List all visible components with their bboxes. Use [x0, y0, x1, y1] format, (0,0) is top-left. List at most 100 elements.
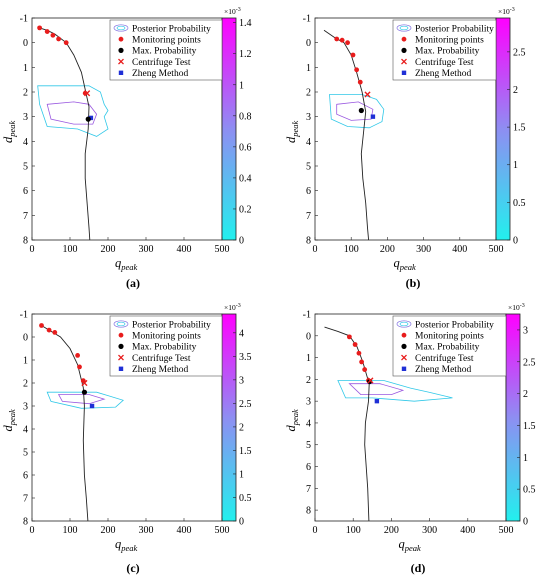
colorbar-exponent: -3: [236, 7, 241, 13]
legend: Posterior Probability Monitoring pointsMa…: [109, 19, 223, 81]
legend-label-maxprob: Max. Probability: [132, 343, 197, 353]
y-tick-label: 8: [23, 517, 28, 528]
monitoring-point: [354, 67, 360, 73]
monitoring-point: [339, 37, 345, 43]
legend-marker-zheng: [118, 366, 124, 371]
y-tick-label: 1: [23, 63, 28, 74]
y-tick-label: 0: [23, 38, 28, 49]
y-tick-label: -1: [303, 310, 311, 321]
x-tick-label: 0: [30, 244, 35, 255]
x-tick-label: 200: [380, 244, 395, 255]
x-tick-label: 100: [344, 244, 359, 255]
x-tick-label: 500: [215, 525, 230, 536]
legend-label-maxprob: Max. Probability: [132, 47, 197, 57]
y-tick-label: 4: [23, 137, 28, 148]
y-tick-label: 0: [306, 331, 311, 342]
monitoring-point: [63, 40, 69, 46]
monitoring-point: [44, 29, 50, 34]
y-tick-label: 4: [306, 418, 311, 429]
y-axis-label: dpeak: [284, 120, 300, 143]
colorbar-multiplier: ×10-3: [224, 7, 241, 16]
monitoring-point: [352, 342, 358, 347]
monitoring-point: [37, 25, 42, 31]
colorbar-tick-label: 2: [523, 389, 528, 400]
colorbar-exponent: -3: [236, 303, 241, 309]
x-tick-label: 500: [499, 525, 514, 536]
legend-marker-monitoring: [118, 36, 124, 42]
legend-label-zheng: Zheng Method: [132, 365, 188, 375]
x-tick-label: 500: [489, 244, 504, 255]
colorbar-tick-label: 0.5: [239, 493, 252, 504]
x-tick-label: 0: [30, 525, 35, 536]
zheng-point: [88, 115, 94, 121]
x-tick-label: 300: [139, 525, 154, 536]
legend-label-posterior: Posterior Probability: [415, 24, 494, 34]
legend-marker-maxprob: [401, 47, 407, 54]
y-tick-label: 7: [23, 494, 28, 505]
legend-label-centrifuge: Centrifuge Test: [415, 353, 474, 364]
y-tick-label: 8: [306, 506, 311, 517]
colorbar-tick-label: 1.5: [239, 446, 252, 457]
legend-marker-maxprob: [118, 343, 124, 349]
legend-label-centrifuge: Centrifuge Test: [415, 57, 474, 68]
max-probability-point: [358, 107, 364, 114]
legend-label-monitoring: Monitoring points: [132, 36, 201, 46]
colorbar-tick-label: 1.4: [239, 18, 252, 29]
y-tick-label: -1: [20, 310, 28, 321]
colorbar-exponent: -3: [520, 303, 525, 309]
legend-marker-maxprob: [401, 343, 407, 349]
colorbar-tick-label: 0: [513, 236, 518, 247]
colorbar-tick-label: 0.6: [239, 142, 252, 153]
colorbar-tick-label: 1.2: [239, 49, 252, 60]
y-tick-label: 0: [306, 38, 311, 49]
legend-marker-centrifuge: [401, 354, 407, 361]
legend-marker-posterior: [113, 320, 129, 328]
legend-box: [392, 315, 507, 377]
colorbar-tick-label: 1.5: [523, 421, 536, 432]
legend-label-monitoring: Monitoring points: [132, 332, 201, 342]
colorbar-multiplier: ×10-3: [498, 7, 515, 16]
posterior-contour-outer: [337, 380, 453, 402]
panel-c: 0 0.5 1 1.5 2 2.5 3 3.5 4 ×10-3 0 100 200 300 400 500 -1…: [1, 303, 252, 575]
y-tick-label: 7: [306, 211, 311, 222]
x-tick-label: 300: [139, 244, 154, 255]
colorbar-tick-label: 0.8: [239, 111, 252, 122]
y-tick-label: 2: [306, 88, 311, 99]
x-tick-label: 100: [346, 525, 361, 536]
legend-box: [109, 315, 223, 377]
legend-marker-centrifuge: [118, 58, 124, 65]
colorbar-tick-label: 0: [239, 236, 244, 247]
colorbar-tick-label: 2: [239, 422, 244, 433]
legend-marker-zheng: [401, 366, 407, 371]
colorbar-tick-label: 0.2: [239, 204, 252, 215]
colorbar-tick-label: 1: [513, 160, 518, 171]
profile-curve: [323, 29, 370, 241]
legend-marker-posterior-inner: [399, 25, 409, 31]
monitoring-point: [75, 353, 80, 358]
legend-marker-centrifuge: [401, 58, 407, 65]
colorbar-tick-label: 4: [239, 328, 244, 339]
legend: Posterior Probability Monitoring pointsMa…: [392, 315, 507, 377]
y-axis-label: dpeak: [1, 409, 17, 432]
legend-marker-maxprob: [118, 47, 124, 54]
monitoring-point: [350, 52, 356, 58]
panel-caption: (d): [411, 561, 426, 575]
max-probability-point: [85, 116, 91, 122]
x-tick-label: 400: [452, 244, 467, 255]
y-tick-label: -1: [20, 14, 28, 25]
legend-box: [109, 19, 223, 81]
y-tick-label: 7: [23, 211, 28, 222]
x-tick-label: 300: [416, 244, 431, 255]
colorbar-tick-label: 2: [513, 85, 518, 96]
legend-label-centrifuge: Centrifuge Test: [132, 353, 191, 364]
y-tick-label: 3: [306, 112, 311, 123]
monitoring-point: [359, 359, 365, 365]
x-tick-label: 300: [422, 525, 437, 536]
x-axis-label: qpeak: [394, 256, 417, 272]
x-tick-label: 400: [177, 244, 192, 255]
monitoring-point: [334, 36, 340, 42]
monitoring-point: [56, 36, 61, 42]
y-axis-label-sub: peak: [7, 120, 17, 137]
colorbar-tick-label: 2.5: [523, 357, 536, 368]
monitoring-point: [362, 367, 368, 372]
